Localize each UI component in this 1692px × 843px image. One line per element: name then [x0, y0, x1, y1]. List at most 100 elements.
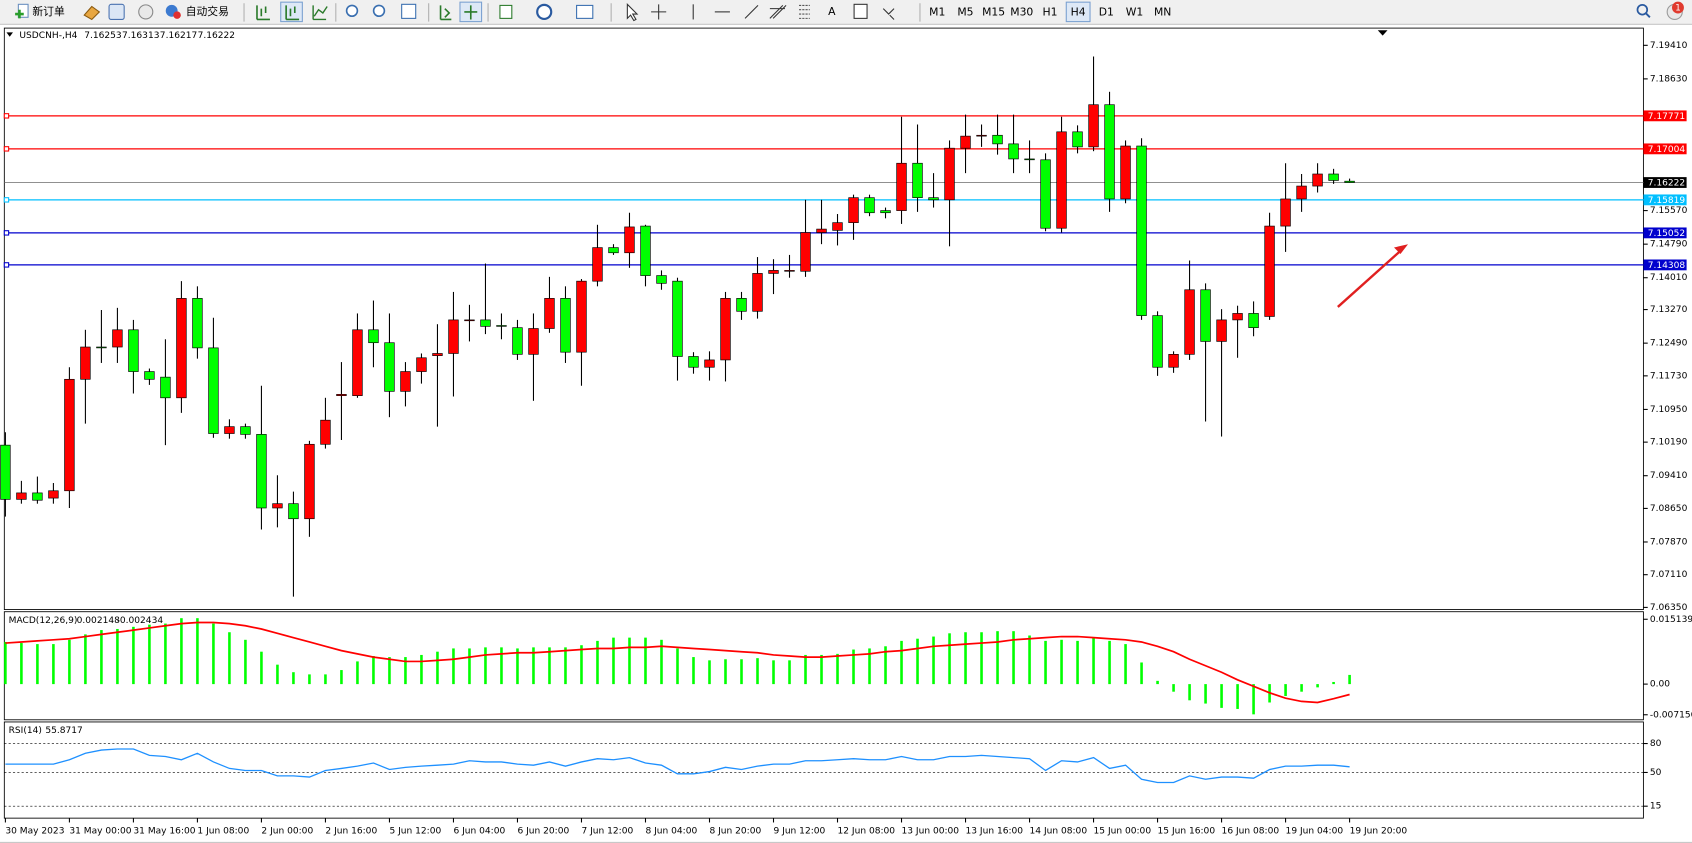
zoom-in[interactable]	[345, 4, 359, 18]
candle-body	[432, 353, 443, 356]
macd-bar	[612, 637, 615, 685]
cursor-tool[interactable]	[626, 3, 639, 22]
y-tick-label: 7.11730	[1650, 371, 1688, 381]
candle-body	[0, 444, 11, 500]
candle-body	[96, 346, 107, 349]
macd-bar	[132, 626, 135, 685]
macd-bar	[1332, 681, 1335, 685]
timeframe-label: MN	[1154, 5, 1171, 18]
time-label: 15 Jun 16:00	[1158, 827, 1216, 837]
timeframe-label: H1	[1042, 5, 1057, 18]
label-tool[interactable]	[853, 3, 868, 19]
y-tick-label: 7.14790	[1650, 240, 1688, 250]
level-handle	[3, 113, 10, 119]
time-label: 1 Jun 08:00	[197, 827, 249, 837]
y-tick-label: 7.07870	[1650, 537, 1688, 547]
macd-bar	[324, 674, 327, 685]
new-order-button[interactable]: 新订单	[15, 3, 65, 19]
macd-bar	[628, 637, 631, 685]
candle-body	[944, 147, 955, 201]
fibo-tool[interactable]	[799, 4, 810, 19]
timeframe-button[interactable]: MN	[1154, 5, 1171, 18]
icon[interactable]	[256, 5, 270, 21]
macd-bar	[1220, 684, 1223, 708]
macd-bar	[900, 640, 903, 685]
candle-body	[336, 394, 347, 396]
macd-bar	[708, 660, 711, 685]
timeframe-button[interactable]: M1	[929, 5, 945, 18]
macd-bar	[564, 647, 567, 685]
level-price-label: 7.15819	[1648, 196, 1686, 206]
indicators[interactable]	[499, 4, 513, 19]
candle-body	[320, 419, 331, 445]
timeframe-button[interactable]: D1	[1099, 5, 1114, 18]
candle-body	[288, 503, 299, 520]
macd-bar	[1028, 635, 1031, 685]
candle-body	[848, 197, 859, 223]
zoom-out[interactable]	[372, 4, 386, 18]
macd-bar	[388, 657, 391, 685]
candle-body	[1344, 180, 1355, 183]
candle-body	[1088, 104, 1099, 148]
candle-body	[1312, 173, 1323, 187]
timeframe-label: M5	[957, 5, 973, 18]
channel-tool[interactable]	[769, 5, 787, 19]
candle-body	[784, 270, 795, 272]
text-tool[interactable]: A	[828, 5, 836, 18]
rsi-panel	[3, 721, 1644, 819]
panel-menu[interactable]	[6, 32, 13, 37]
auto-trading-button[interactable]: 自动交易	[165, 4, 229, 19]
candle-body	[256, 434, 267, 509]
macd-bar	[68, 639, 71, 685]
macd-bar	[1076, 640, 1079, 685]
macd-bar	[180, 618, 183, 685]
arrows-tool[interactable]	[882, 8, 895, 20]
candle-body	[640, 225, 651, 276]
icon[interactable]	[83, 5, 101, 21]
icon[interactable]	[138, 4, 154, 20]
templates[interactable]	[576, 4, 594, 19]
candle-body	[672, 280, 683, 357]
macd-bar	[164, 623, 167, 685]
macd-bar	[948, 633, 951, 685]
search[interactable]	[1636, 3, 1649, 16]
timeframe-button[interactable]: M30	[1010, 5, 1033, 18]
tile-windows[interactable]	[401, 3, 417, 19]
timeframe-label: M30	[1010, 5, 1033, 18]
y-tick-label: 7.10190	[1650, 438, 1688, 448]
candle-body	[1120, 145, 1131, 200]
toolbar-bg	[0, 0, 1692, 25]
shift-marker	[1377, 30, 1388, 36]
y-tick-label: -0.007156	[1650, 710, 1692, 720]
y-tick-label: 0.015139	[1650, 615, 1692, 625]
timeframe-button[interactable]: M5	[957, 5, 973, 18]
macd-bar	[36, 644, 39, 685]
level-price-box	[1643, 110, 1687, 122]
candle-body	[1008, 143, 1019, 160]
macd-title: MACD(12,26,9)	[9, 616, 78, 626]
periods[interactable]	[536, 3, 553, 20]
timeframe-button[interactable]: H1	[1042, 5, 1057, 18]
macd-bar	[1204, 684, 1207, 704]
trendline-tool[interactable]	[744, 5, 759, 19]
time-label: 13 Jun 16:00	[966, 827, 1024, 837]
icon[interactable]	[108, 3, 125, 20]
candle-body	[368, 329, 379, 344]
timeframe-label: D1	[1099, 5, 1114, 18]
candle-body	[1328, 173, 1339, 181]
crosshair-tool[interactable]	[651, 4, 667, 20]
icon[interactable]	[439, 5, 452, 21]
y-tick-label: 7.06350	[1650, 603, 1688, 613]
timeframe-button[interactable]: W1	[1126, 5, 1144, 18]
macd-bar	[1284, 684, 1287, 697]
icon[interactable]	[312, 5, 328, 21]
annotation-arrow	[1337, 244, 1409, 308]
timeframe-button[interactable]: H4	[1065, 1, 1091, 23]
candle-body	[240, 426, 251, 435]
macd-bar	[1012, 631, 1015, 685]
y-tick-label: 0.00	[1650, 680, 1670, 690]
timeframe-button[interactable]: M15	[982, 5, 1005, 18]
macd-bar	[1348, 674, 1351, 685]
macd-bar	[692, 657, 695, 685]
